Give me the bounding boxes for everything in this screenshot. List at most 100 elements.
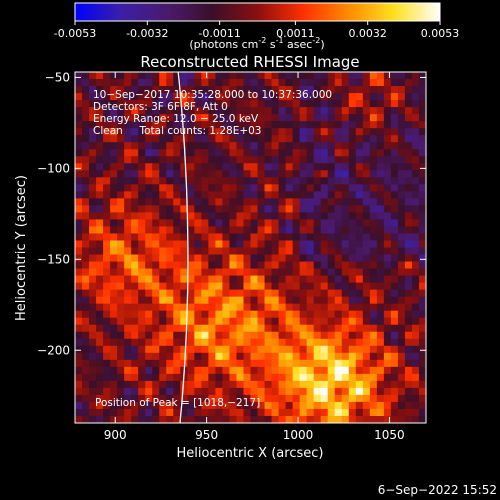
heatmap-cell	[383, 198, 392, 206]
heatmap-cell	[208, 128, 216, 136]
heatmap-cell	[103, 93, 111, 101]
heatmap-cell	[362, 275, 371, 284]
heatmap-cell	[264, 184, 273, 192]
heatmap-cell	[369, 107, 378, 115]
heatmap-cell	[320, 226, 329, 235]
heatmap-cell	[75, 310, 83, 319]
heatmap-cell	[299, 79, 308, 87]
heatmap-cell	[292, 373, 301, 382]
heatmap-cell	[418, 79, 426, 87]
heatmap-cell	[355, 282, 364, 291]
heatmap-cell	[250, 373, 259, 382]
heatmap-cell	[299, 240, 308, 249]
heatmap-cell	[145, 233, 153, 242]
heatmap-cell	[257, 170, 266, 178]
heatmap-cell	[390, 296, 399, 305]
heatmap-cell	[82, 415, 90, 423]
heatmap-cell	[327, 268, 336, 277]
heatmap-cell	[243, 163, 252, 171]
heatmap-cell	[222, 415, 231, 423]
heatmap-cell	[208, 317, 216, 326]
heatmap-cell	[159, 366, 167, 375]
heatmap-cell	[75, 296, 83, 305]
heatmap-cell	[138, 366, 146, 375]
heatmap-cell	[187, 289, 195, 298]
heatmap-cell	[145, 415, 153, 423]
heatmap-cell	[327, 163, 336, 171]
heatmap-cell	[145, 352, 153, 361]
heatmap-cell	[348, 100, 357, 108]
heatmap-cell	[257, 303, 266, 312]
heatmap-cell	[180, 212, 188, 221]
heatmap-cell	[271, 408, 280, 417]
heatmap-cell	[320, 219, 329, 228]
heatmap-cell	[152, 324, 160, 333]
heatmap-cell	[334, 205, 343, 213]
heatmap-cell	[320, 100, 329, 108]
heatmap-cell	[201, 317, 209, 326]
heatmap-cell	[138, 149, 146, 157]
heatmap-cell	[257, 331, 266, 340]
heatmap-cell	[201, 184, 209, 192]
heatmap-cell	[159, 268, 167, 277]
heatmap-cell	[299, 282, 308, 291]
heatmap-cell	[75, 408, 83, 417]
heatmap-cell	[236, 156, 245, 164]
heatmap-cell	[299, 324, 308, 333]
heatmap-cell	[341, 359, 350, 368]
heatmap-cell	[341, 128, 350, 136]
heatmap-cell	[201, 359, 209, 368]
heatmap-cell	[376, 247, 385, 256]
heatmap-cell	[355, 373, 364, 382]
heatmap-cell	[117, 100, 125, 108]
heatmap-cell	[82, 289, 90, 298]
heatmap-cell	[369, 177, 378, 185]
heatmap-cell	[369, 268, 378, 277]
heatmap-cell	[201, 135, 209, 143]
heatmap-cell	[390, 72, 399, 80]
heatmap-cell	[187, 191, 195, 199]
heatmap-cell	[145, 219, 153, 228]
heatmap-cell	[334, 212, 343, 221]
heatmap-cell	[397, 163, 406, 171]
heatmap-cell	[306, 338, 315, 347]
heatmap-cell	[299, 296, 308, 305]
heatmap-cell	[341, 324, 350, 333]
heatmap-cell	[194, 317, 202, 326]
heatmap-cell	[236, 86, 245, 94]
heatmap-cell	[299, 373, 308, 382]
heatmap-cell	[138, 156, 146, 164]
heatmap-cell	[96, 387, 104, 396]
heatmap-cell	[355, 408, 364, 417]
heatmap-cell	[341, 205, 350, 213]
heatmap-cell	[418, 380, 426, 389]
heatmap-cell	[313, 149, 322, 157]
heatmap-cell	[327, 380, 336, 389]
heatmap-cell	[271, 352, 280, 361]
heatmap-cell	[348, 93, 357, 101]
heatmap-cell	[411, 114, 420, 122]
heatmap-cell	[299, 142, 308, 150]
heatmap-cell	[208, 219, 216, 228]
heatmap-cell	[243, 247, 252, 256]
heatmap-cell	[369, 352, 378, 361]
heatmap-cell	[229, 289, 238, 298]
heatmap-cell	[362, 86, 371, 94]
heatmap-cell	[131, 303, 139, 312]
heatmap-cell	[292, 289, 301, 298]
heatmap-cell	[131, 324, 139, 333]
heatmap-cell	[397, 289, 406, 298]
heatmap-cell	[411, 296, 420, 305]
heatmap-cell	[152, 261, 160, 270]
heatmap-cell	[376, 226, 385, 235]
heatmap-cell	[215, 184, 224, 192]
heatmap-cell	[278, 394, 287, 403]
heatmap-cell	[376, 366, 385, 375]
heatmap-cell	[348, 303, 357, 312]
heatmap-cell	[103, 338, 111, 347]
heatmap-cell	[110, 107, 118, 115]
heatmap-cell	[124, 149, 132, 157]
heatmap-cell	[341, 254, 350, 263]
heatmap-cell	[257, 387, 266, 396]
heatmap-cell	[222, 226, 231, 235]
